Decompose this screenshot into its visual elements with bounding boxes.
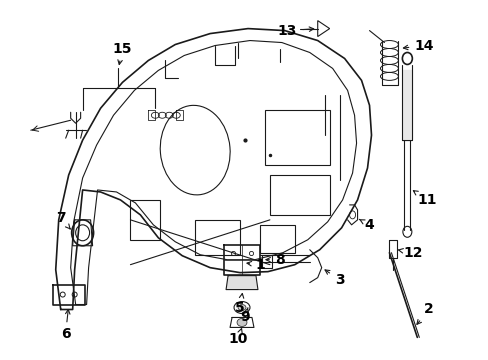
Text: 3: 3	[325, 270, 344, 287]
Text: 5: 5	[235, 293, 244, 315]
Text: 12: 12	[397, 246, 422, 260]
Text: 10: 10	[227, 329, 247, 346]
Text: 7: 7	[56, 211, 70, 229]
Text: 15: 15	[112, 41, 132, 64]
Text: 14: 14	[403, 39, 433, 53]
Text: 2: 2	[416, 302, 433, 324]
Text: 11: 11	[412, 191, 436, 207]
Text: 4: 4	[359, 218, 373, 232]
Text: 13: 13	[277, 23, 313, 37]
Polygon shape	[226, 276, 256, 289]
Ellipse shape	[238, 305, 245, 310]
Text: 6: 6	[61, 310, 70, 341]
Text: 1: 1	[246, 258, 264, 272]
Ellipse shape	[237, 319, 246, 327]
Text: 9: 9	[240, 308, 249, 324]
Text: 8: 8	[265, 253, 284, 267]
